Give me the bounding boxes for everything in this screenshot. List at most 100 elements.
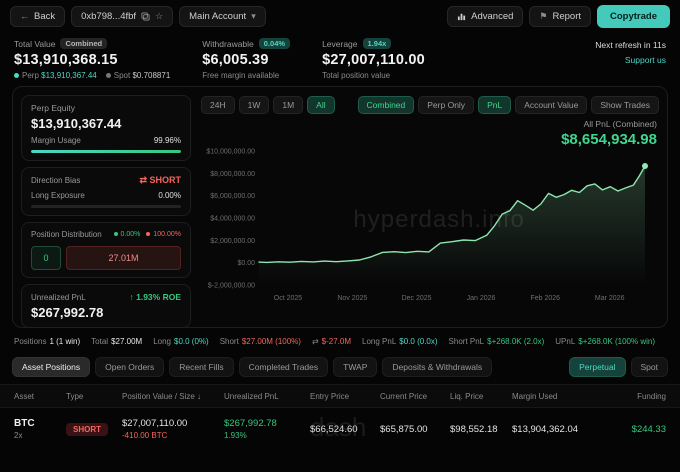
current-price-cell: $65,875.00 <box>380 423 428 435</box>
overview-panel: Perp Equity $13,910,367.44 Margin Usage 9… <box>12 86 668 328</box>
col-unrealized-pnl[interactable]: Unrealized PnL <box>224 391 279 401</box>
long-dot-icon <box>113 232 118 236</box>
account-selector-label: Main Account <box>189 10 247 22</box>
svg-text:$8,000,000.00: $8,000,000.00 <box>210 171 255 178</box>
type-cell: SHORT <box>66 422 122 436</box>
total-value-label: Total Value <box>14 38 56 49</box>
pnl-headline-label: All PnL (Combined) <box>583 119 657 129</box>
direction-bias-box: Direction Bias ⇄ SHORT Long Exposure 0.00% <box>21 167 191 216</box>
range-all[interactable]: All <box>307 96 335 114</box>
col-liq-price[interactable]: Liq. Price <box>450 391 484 401</box>
withdrawable-label: Withdrawable <box>202 38 254 49</box>
perp-equity-box: Perp Equity $13,910,367.44 Margin Usage 9… <box>21 95 191 161</box>
tab-asset-positions[interactable]: Asset Positions <box>12 357 91 377</box>
perp-equity-label: Perp Equity <box>31 103 75 113</box>
position-value-cell: $27,007,110.00 -410.00 BTC <box>122 418 188 440</box>
wallet-address: 0xb798...4fbf <box>81 10 137 22</box>
withdrawable-card: Withdrawable 0.04% $6,005.39 Free margin… <box>202 38 291 82</box>
market-perpetual[interactable]: Perpetual <box>569 357 626 377</box>
combined-badge: Combined <box>60 38 108 49</box>
section-tabs: Asset Positions Open Orders Recent Fills Co… <box>0 352 680 382</box>
svg-text:$10,000,000.00: $10,000,000.00 <box>206 149 255 156</box>
perp-equity-value: $13,910,367.44 <box>31 116 122 131</box>
unrealized-pnl-label: Unrealized PnL <box>31 292 86 302</box>
spot-dot-icon <box>105 73 111 78</box>
margin-usage-label: Margin Usage <box>31 136 81 145</box>
mode-pnl[interactable]: PnL <box>478 96 512 114</box>
leverage-card: Leverage 1.94x $27,007,110.00 Total posi… <box>322 38 425 80</box>
refresh-countdown: Next refresh in 11s <box>595 40 666 50</box>
mode-account-value[interactable]: Account Value <box>515 96 588 114</box>
col-funding[interactable]: Funding <box>637 391 666 401</box>
position-distribution-box: Position Distribution 0.00% 100.00% 0 27… <box>21 222 191 278</box>
support-us-link[interactable]: Support us <box>624 55 666 65</box>
withdrawable-amount: $6,005.39 <box>202 52 269 68</box>
unrealized-pnl-value: $267,992.78 <box>31 305 104 320</box>
range-1m[interactable]: 1M <box>273 96 304 114</box>
roe-value: ↑ 1.93% ROE <box>129 292 181 302</box>
col-current-price[interactable]: Current Price <box>380 391 428 401</box>
summary-total: Total $27.00M <box>91 336 143 346</box>
summary-short: Short $27.00M (100%) <box>219 336 301 346</box>
tab-recent-fills[interactable]: Recent Fills <box>169 357 234 377</box>
top-bar: ← Back 0xb798...4fbf ☆ Main Account ▾ Ad… <box>0 0 680 32</box>
pnl-chart-svg[interactable]: $10,000,000.00 $8,000,000.00 $6,000,000.00… <box>201 145 653 305</box>
col-asset[interactable]: Asset <box>14 391 35 401</box>
tab-twap[interactable]: TWAP <box>333 357 378 377</box>
direction-bias-label: Direction Bias <box>31 176 81 185</box>
pnl-headline-value: $8,654,934.98 <box>561 131 657 148</box>
report-button[interactable]: ⚑ Report <box>529 5 592 27</box>
mode-show-trades[interactable]: Show Trades <box>591 96 659 114</box>
unrealized-pnl-cell: $267,992.78 1.93% <box>224 418 277 440</box>
advanced-label: Advanced <box>471 10 514 22</box>
tab-completed-trades[interactable]: Completed Trades <box>238 357 329 377</box>
table-row[interactable]: BTC 2x SHORT $27,007,110.00 -410.00 BTC … <box>0 408 680 450</box>
col-entry-price[interactable]: Entry Price <box>310 391 350 401</box>
long-exposure-label: Long Exposure <box>31 191 85 200</box>
wallet-address-pill[interactable]: 0xb798...4fbf ☆ <box>71 5 174 27</box>
tab-open-orders[interactable]: Open Orders <box>95 357 165 377</box>
direction-bias-value: ⇄ SHORT <box>139 175 181 185</box>
long-exposure-value: 0.00% <box>158 191 181 200</box>
account-selector[interactable]: Main Account ▾ <box>179 5 266 27</box>
perp-breakdown: Perp $13,910,367.44 <box>14 71 97 80</box>
margin-usage-bar <box>31 150 181 153</box>
svg-text:$2,000,000.00: $2,000,000.00 <box>210 238 255 245</box>
mode-buttons: Combined Perp Only PnL Account Value Show Tr… <box>357 96 659 114</box>
col-position-value-size[interactable]: Position Value / Size ↓ <box>122 391 202 401</box>
svg-text:$0.00: $0.00 <box>237 260 255 267</box>
mode-perp-only[interactable]: Perp Only <box>418 96 475 114</box>
svg-text:Jan 2026: Jan 2026 <box>467 295 496 302</box>
arrow-up-icon: ↑ <box>129 292 134 302</box>
range-24h[interactable]: 24H <box>201 96 235 114</box>
margin-usage-value: 99.96% <box>153 136 181 145</box>
advanced-button[interactable]: Advanced <box>447 5 524 27</box>
total-value-amount: $13,910,368.15 <box>14 52 118 68</box>
col-margin-used[interactable]: Margin Used <box>512 391 558 401</box>
leverage-label: Leverage <box>322 38 358 49</box>
back-button[interactable]: ← Back <box>10 5 66 27</box>
position-distribution-label: Position Distribution <box>31 230 102 239</box>
market-spot[interactable]: Spot <box>630 357 668 377</box>
spot-breakdown: Spot $0.708871 <box>105 71 170 80</box>
account-stats-strip: Total Value Combined $13,910,368.15 Perp… <box>0 32 680 84</box>
copy-icon[interactable] <box>141 11 150 21</box>
copytrade-button[interactable]: Copytrade <box>597 4 670 28</box>
svg-text:Nov 2025: Nov 2025 <box>337 295 367 302</box>
col-type[interactable]: Type <box>66 391 84 401</box>
metrics-sidebar: Perp Equity $13,910,367.44 Margin Usage 9… <box>21 95 191 328</box>
short-badge: SHORT <box>66 422 108 436</box>
positions-table: Asset Type Position Value / Size ↓ Unrealiz… <box>0 384 680 450</box>
distribution-bars: 0 27.01M <box>31 246 181 270</box>
distribution-legend: 0.00% 100.00% <box>113 231 181 238</box>
range-1w[interactable]: 1W <box>238 96 270 114</box>
tab-deposits-withdrawals[interactable]: Deposits & Withdrawals <box>382 357 493 377</box>
total-value-card: Total Value Combined $13,910,368.15 Perp… <box>14 38 170 82</box>
favorite-star-icon[interactable]: ☆ <box>155 10 164 21</box>
pnl-chart-zone: 24H 1W 1M All Combined Perp Only PnL Account V… <box>201 95 659 319</box>
perp-dot-icon <box>14 73 19 78</box>
chevron-down-icon: ▾ <box>251 10 256 21</box>
asset-cell: BTC 2x <box>14 418 35 440</box>
mode-combined[interactable]: Combined <box>357 96 415 114</box>
